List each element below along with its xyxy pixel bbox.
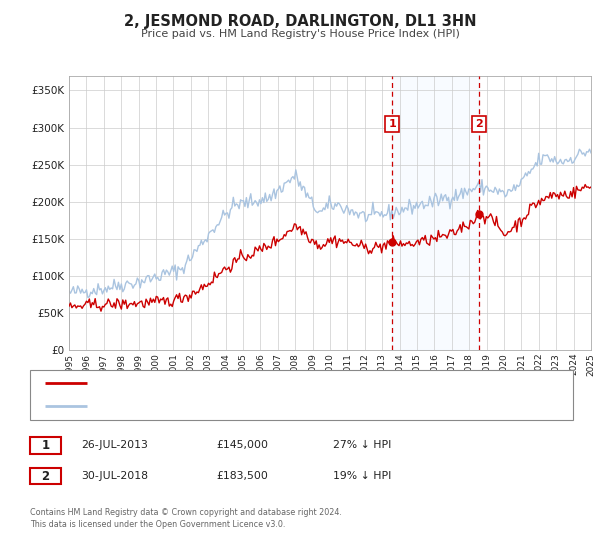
- Text: Contains HM Land Registry data © Crown copyright and database right 2024.
This d: Contains HM Land Registry data © Crown c…: [30, 508, 342, 529]
- Text: 27% ↓ HPI: 27% ↓ HPI: [333, 440, 391, 450]
- Text: 1: 1: [41, 438, 50, 452]
- Text: Price paid vs. HM Land Registry's House Price Index (HPI): Price paid vs. HM Land Registry's House …: [140, 29, 460, 39]
- Text: 2, JESMOND ROAD, DARLINGTON, DL1 3HN: 2, JESMOND ROAD, DARLINGTON, DL1 3HN: [124, 14, 476, 29]
- Text: 30-JUL-2018: 30-JUL-2018: [81, 471, 148, 481]
- Text: 2: 2: [41, 469, 50, 483]
- Text: £183,500: £183,500: [216, 471, 268, 481]
- Text: 2: 2: [475, 119, 483, 129]
- Text: 1: 1: [388, 119, 396, 129]
- Text: 2, JESMOND ROAD, DARLINGTON, DL1 3HN (detached house): 2, JESMOND ROAD, DARLINGTON, DL1 3HN (de…: [93, 378, 398, 388]
- Text: £145,000: £145,000: [216, 440, 268, 450]
- Bar: [392, 76, 479, 350]
- Text: HPI: Average price, detached house, Darlington: HPI: Average price, detached house, Darl…: [93, 402, 330, 412]
- Text: 26-JUL-2013: 26-JUL-2013: [81, 440, 148, 450]
- Text: 19% ↓ HPI: 19% ↓ HPI: [333, 471, 391, 481]
